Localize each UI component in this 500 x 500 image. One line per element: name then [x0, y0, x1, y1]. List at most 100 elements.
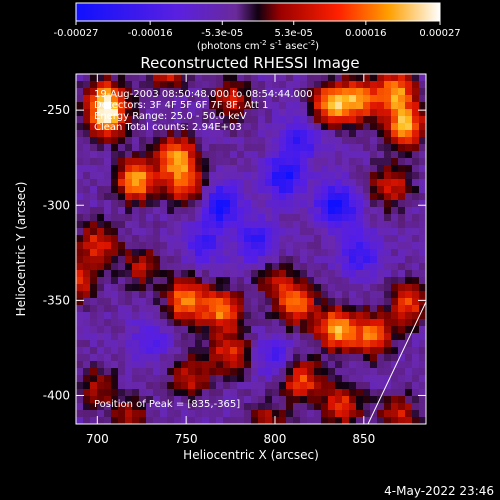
heatmap-cell — [349, 158, 357, 166]
heatmap-cell — [419, 396, 426, 404]
heatmap-cell — [132, 151, 140, 159]
heatmap-cell — [314, 396, 322, 404]
heatmap-cell — [237, 130, 245, 138]
heatmap-cell — [202, 263, 210, 271]
heatmap-cell — [216, 249, 224, 257]
heatmap-cell — [398, 186, 406, 194]
heatmap-cell — [370, 74, 378, 82]
heatmap-cell — [349, 291, 357, 299]
heatmap-cell — [363, 354, 371, 362]
heatmap-cell — [405, 214, 413, 222]
heatmap-cell — [83, 130, 91, 138]
heatmap-cell — [412, 368, 420, 376]
heatmap-cell — [216, 382, 224, 390]
heatmap-cell — [398, 74, 406, 82]
heatmap-cell — [237, 291, 245, 299]
heatmap-cell — [265, 347, 273, 355]
heatmap-cell — [391, 123, 399, 131]
heatmap-cell — [300, 123, 308, 131]
heatmap-cell — [244, 81, 252, 89]
heatmap-cell — [349, 102, 357, 110]
heatmap-cell — [363, 312, 371, 320]
heatmap-cell — [258, 410, 266, 418]
heatmap-cell — [90, 284, 98, 292]
heatmap-cell — [370, 214, 378, 222]
heatmap-cell — [132, 207, 140, 215]
limb-line — [367, 301, 426, 424]
heatmap-cell — [356, 151, 364, 159]
heatmap-cell — [153, 249, 161, 257]
heatmap-cell — [216, 165, 224, 173]
heatmap-cell — [76, 382, 84, 390]
heatmap-cell — [188, 151, 196, 159]
heatmap-cell — [125, 221, 133, 229]
heatmap-cell — [314, 130, 322, 138]
heatmap-cell — [209, 396, 217, 404]
heatmap-cell — [97, 270, 105, 278]
heatmap-cell — [153, 312, 161, 320]
heatmap-cell — [90, 130, 98, 138]
heatmap-cell — [146, 235, 154, 243]
heatmap-cell — [188, 207, 196, 215]
heatmap-cell — [223, 319, 231, 327]
heatmap-cell — [251, 263, 259, 271]
heatmap-cell — [216, 102, 224, 110]
heatmap-cell — [167, 228, 175, 236]
heatmap-cell — [251, 221, 259, 229]
heatmap-cell — [230, 333, 238, 341]
heatmap-cell — [265, 207, 273, 215]
heatmap-cell — [174, 235, 182, 243]
heatmap-cell — [363, 298, 371, 306]
heatmap-cell — [216, 319, 224, 327]
heatmap-cell — [188, 88, 196, 96]
heatmap-cell — [335, 256, 343, 264]
heatmap-cell — [202, 172, 210, 180]
heatmap-cell — [118, 165, 126, 173]
heatmap-cell — [363, 396, 371, 404]
heatmap-cell — [265, 109, 273, 117]
heatmap-cell — [146, 382, 154, 390]
heatmap-cell — [405, 102, 413, 110]
heatmap-cell — [139, 200, 147, 208]
heatmap-cell — [328, 403, 336, 411]
heatmap-cell — [90, 109, 98, 117]
heatmap-cell — [237, 74, 245, 82]
heatmap-cell — [398, 333, 406, 341]
heatmap-cell — [160, 172, 168, 180]
heatmap-cell — [83, 305, 91, 313]
heatmap-cell — [363, 179, 371, 187]
heatmap-cell — [111, 207, 119, 215]
heatmap-cell — [335, 186, 343, 194]
heatmap-cell — [146, 172, 154, 180]
heatmap-cell — [391, 403, 399, 411]
heatmap-cell — [307, 277, 315, 285]
heatmap-cell — [230, 130, 238, 138]
heatmap-cell — [97, 298, 105, 306]
heatmap-cell — [153, 179, 161, 187]
heatmap-cell — [237, 102, 245, 110]
heatmap-cell — [223, 403, 231, 411]
heatmap-cell — [370, 361, 378, 369]
heatmap-cell — [146, 116, 154, 124]
heatmap-cell — [293, 340, 301, 348]
heatmap-cell — [335, 165, 343, 173]
heatmap-cell — [202, 74, 210, 82]
heatmap-cell — [279, 200, 287, 208]
heatmap-cell — [363, 137, 371, 145]
heatmap-cell — [300, 410, 308, 418]
heatmap-cell — [174, 263, 182, 271]
heatmap-cell — [230, 109, 238, 117]
heatmap-cell — [132, 186, 140, 194]
heatmap-cell — [97, 305, 105, 313]
heatmap-cell — [419, 249, 426, 257]
heatmap-cell — [377, 144, 385, 152]
heatmap-cell — [251, 256, 259, 264]
heatmap-cell — [244, 256, 252, 264]
heatmap-cell — [391, 158, 399, 166]
heatmap-cell — [300, 109, 308, 117]
heatmap-cell — [314, 179, 322, 187]
heatmap-cell — [363, 144, 371, 152]
heatmap-cell — [405, 263, 413, 271]
heatmap-cell — [111, 417, 119, 424]
heatmap-cell — [167, 116, 175, 124]
